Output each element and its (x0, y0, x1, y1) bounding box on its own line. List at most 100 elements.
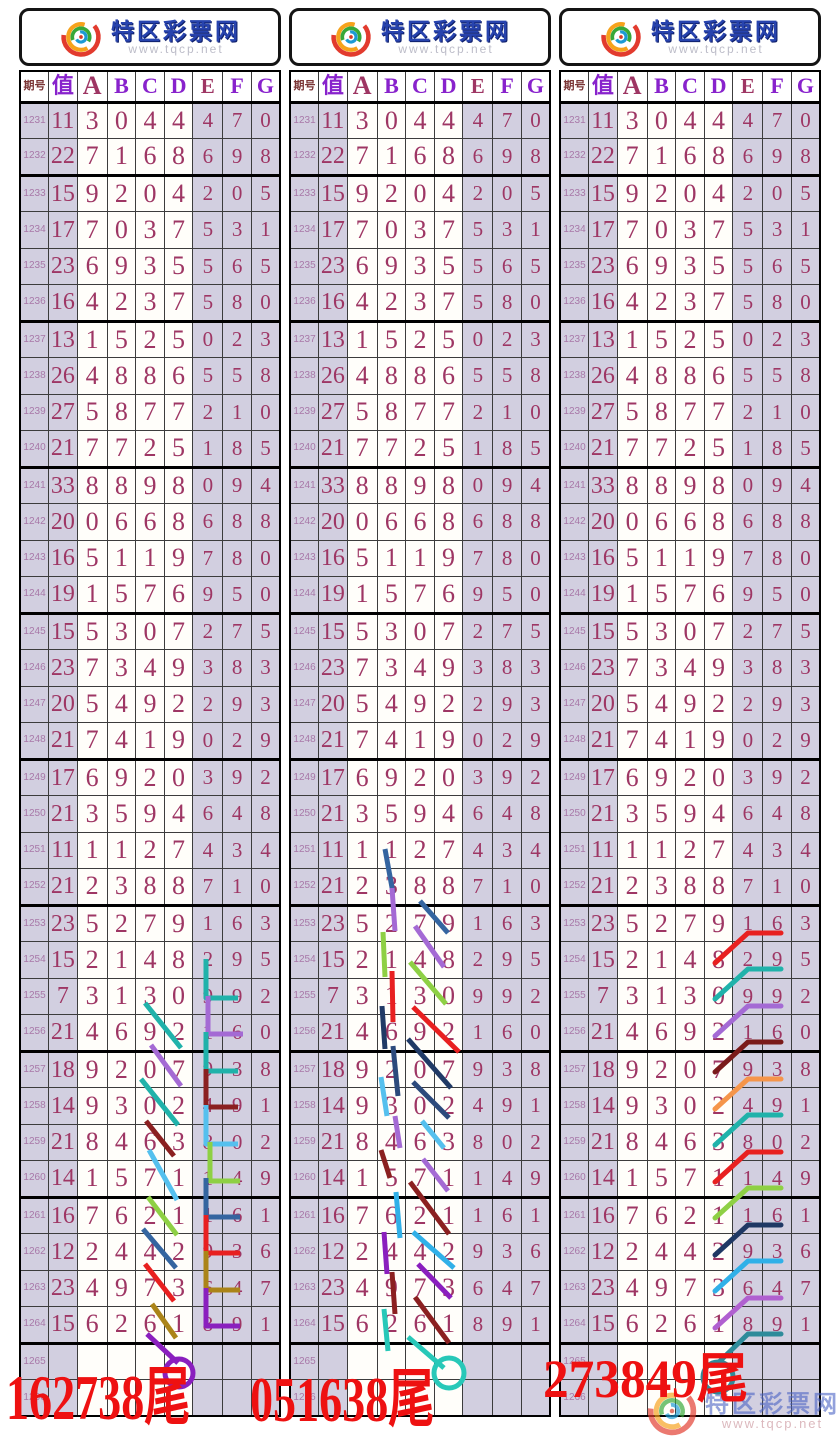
cell-D: 2 (163, 1087, 194, 1125)
cell-C: 4 (405, 101, 435, 139)
cell-A: 4 (76, 1269, 108, 1307)
cell-G: 9 (520, 1160, 551, 1199)
cell-D: 4 (433, 795, 464, 833)
cell-period: 1248 (289, 722, 320, 761)
cell-B: 2 (376, 284, 407, 323)
cell-value: 23 (318, 1269, 348, 1307)
cell-period: 1254 (289, 941, 320, 979)
table-row: 1252 21 2 3 8 8 7 1 0 (559, 868, 821, 907)
cell-D: 0 (703, 977, 734, 1015)
cell-D: 9 (163, 904, 194, 942)
cell-A: 5 (346, 539, 378, 577)
cell-D: 5 (703, 247, 734, 285)
cell-value: 17 (318, 211, 348, 249)
cell-A: 9 (616, 174, 648, 212)
cell-D: 5 (163, 430, 194, 469)
cell-B: 3 (106, 1087, 137, 1125)
cell-period: 1243 (19, 539, 50, 577)
cell-E: 6 (732, 503, 764, 541)
cell-A: 9 (346, 174, 378, 212)
cell-period: 1248 (19, 722, 50, 761)
table-row: 1247 20 5 4 9 2 2 9 3 (19, 685, 281, 723)
cell-value: 21 (318, 722, 348, 761)
table-row: 1239 27 5 8 7 7 2 1 0 (289, 393, 551, 431)
cell-A: 3 (616, 795, 648, 833)
table-row: 1232 22 7 1 6 8 6 9 8 (559, 138, 821, 177)
cell-A: 7 (346, 649, 378, 687)
cell-A: 3 (346, 101, 378, 139)
cell-A: 7 (616, 211, 648, 249)
cell-F: 9 (762, 685, 792, 723)
site-name: 特区彩票网 (651, 17, 781, 44)
cell-B: 0 (106, 211, 137, 249)
cell-value: 15 (588, 941, 618, 979)
tail-prediction-left: 162738尾 (6, 1362, 191, 1433)
cell-value: 23 (588, 1269, 618, 1307)
cell-period: 1242 (559, 503, 590, 541)
cell-A: 6 (616, 247, 648, 285)
cell-A: 5 (76, 685, 108, 723)
cell-D: 2 (703, 1233, 734, 1271)
cell-G: 8 (250, 795, 281, 833)
table-row: 1253 23 5 2 7 9 1 6 3 (289, 904, 551, 942)
table-row: 1248 21 7 4 1 9 0 2 9 (559, 722, 821, 761)
cell-D: 4 (703, 795, 734, 833)
table-row: 1234 17 7 0 3 7 5 3 1 (559, 211, 821, 249)
cell-D: 4 (703, 174, 734, 212)
table-row: 1261 16 7 6 2 1 1 6 1 (289, 1196, 551, 1234)
cell-C: 0 (405, 174, 435, 212)
cell-C: 3 (675, 211, 705, 249)
cell-G: 4 (250, 831, 281, 869)
cell-E: 2 (192, 393, 224, 431)
cell-B: 0 (106, 101, 137, 139)
table-row: 1255 7 3 1 3 0 9 9 2 (559, 977, 821, 1015)
cell-value: 7 (318, 977, 348, 1015)
cell-G: 4 (520, 831, 551, 869)
cell-G: 2 (250, 1123, 281, 1161)
cell-C: 2 (405, 1196, 435, 1234)
cell-E: 2 (732, 174, 764, 212)
cell-period: 1263 (289, 1269, 320, 1307)
cell-D: 1 (433, 1160, 464, 1199)
table-row: 1255 7 3 1 3 0 9 9 2 (289, 977, 551, 1015)
cell-period: 1242 (19, 503, 50, 541)
cell-G (520, 1379, 551, 1417)
cell-D: 8 (703, 138, 734, 177)
cell-A: 4 (616, 284, 648, 323)
cell-C: 0 (675, 174, 705, 212)
cell-C: 2 (675, 430, 705, 469)
cell-B: 1 (376, 941, 407, 979)
table-row: 1231 11 3 0 4 4 4 7 0 (19, 101, 281, 139)
cell-E: 8 (462, 1306, 494, 1345)
cell-period: 1245 (559, 612, 590, 650)
cell-E: 1 (462, 1014, 494, 1053)
cell-period: 1259 (289, 1123, 320, 1161)
cell-D: 1 (703, 1160, 734, 1199)
cell-G: 3 (520, 320, 551, 358)
cell-C: 0 (405, 1087, 435, 1125)
cell-D: 9 (433, 539, 464, 577)
cell-G: 8 (520, 1050, 551, 1088)
cell-F: 9 (762, 1306, 792, 1345)
cell-A: 7 (346, 430, 378, 469)
cell-G: 3 (520, 649, 551, 687)
cell-period: 1265 (289, 1342, 320, 1380)
cell-E: 9 (462, 1050, 494, 1088)
cell-period: 1232 (19, 138, 50, 177)
cell-B: 4 (646, 685, 677, 723)
cell-A: 7 (346, 722, 378, 761)
cell-A: 7 (346, 138, 378, 177)
cell-D: 1 (163, 1306, 194, 1345)
cell-A: 8 (76, 1123, 108, 1161)
cell-F: 7 (492, 101, 522, 139)
table-row: 1238 26 4 8 8 6 5 5 8 (19, 357, 281, 395)
cell-B: 8 (106, 466, 137, 504)
cell-F: 7 (222, 101, 252, 139)
table-row: 1263 23 4 9 7 3 6 4 7 (289, 1269, 551, 1307)
cell-G: 8 (520, 795, 551, 833)
cell-C: 4 (405, 941, 435, 979)
header-col-E: E (462, 70, 494, 104)
cell-period: 1250 (19, 795, 50, 833)
cell-G: 8 (250, 357, 281, 395)
cell-B: 5 (376, 1160, 407, 1199)
